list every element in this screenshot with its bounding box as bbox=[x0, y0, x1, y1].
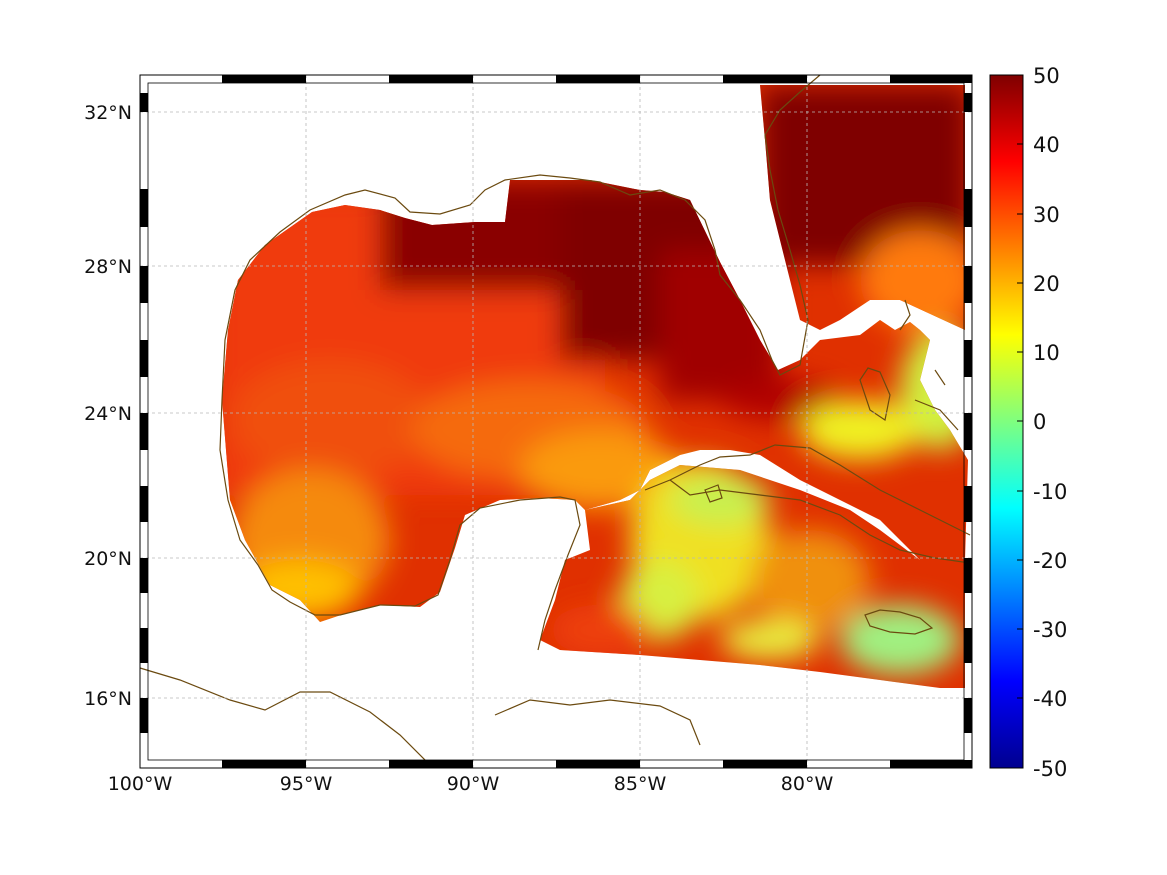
x-tick-labels: 100°W 95°W 90°W 85°W 80°W bbox=[108, 773, 834, 795]
y-tick-label: 32°N bbox=[84, 102, 132, 124]
x-tick-label: 95°W bbox=[280, 773, 333, 795]
coastline bbox=[139, 74, 971, 766]
colorbar-label: 30 bbox=[1033, 203, 1060, 227]
y-tick-label: 20°N bbox=[84, 548, 132, 570]
colorbar-label: 20 bbox=[1033, 272, 1060, 296]
cuba bbox=[644, 444, 971, 564]
honduras-coast bbox=[494, 699, 701, 746]
colorbar-label: 10 bbox=[1033, 341, 1060, 365]
jamaica bbox=[864, 609, 934, 635]
mexico-coast bbox=[219, 399, 581, 651]
colorbar-label: -30 bbox=[1033, 618, 1067, 642]
colorbar-label: 0 bbox=[1033, 410, 1046, 434]
colorbar-ticks bbox=[1017, 143, 1023, 699]
y-tick-label: 24°N bbox=[84, 403, 132, 425]
x-tick-label: 100°W bbox=[108, 773, 173, 795]
map-frame bbox=[139, 74, 973, 769]
colorbar-label: 40 bbox=[1033, 133, 1060, 157]
yucatan-islands bbox=[704, 484, 723, 503]
central-america-coast bbox=[139, 667, 431, 766]
x-tick-label: 80°W bbox=[781, 773, 834, 795]
colorbar-label: -20 bbox=[1033, 549, 1067, 573]
bahamas bbox=[859, 299, 959, 431]
colorbar-label: 50 bbox=[1033, 64, 1060, 88]
sst-field bbox=[222, 85, 968, 688]
x-tick-label: 85°W bbox=[614, 773, 667, 795]
grid bbox=[140, 75, 972, 768]
y-tick-labels: 32°N 28°N 24°N 20°N 16°N bbox=[84, 102, 132, 710]
colorbar-label: -10 bbox=[1033, 480, 1067, 504]
y-tick-label: 16°N bbox=[84, 688, 132, 710]
colorbar-tick-labels: 50 40 30 20 10 0 -10 -20 -30 -40 -50 bbox=[1033, 64, 1067, 781]
gulf-coast-north bbox=[221, 74, 821, 401]
colorbar-label: -40 bbox=[1033, 687, 1067, 711]
y-tick-label: 28°N bbox=[84, 256, 132, 278]
colorbar-label: -50 bbox=[1033, 757, 1067, 781]
colorbar: 50 40 30 20 10 0 -10 -20 -30 -40 -50 bbox=[989, 64, 1067, 781]
x-tick-label: 90°W bbox=[447, 773, 500, 795]
